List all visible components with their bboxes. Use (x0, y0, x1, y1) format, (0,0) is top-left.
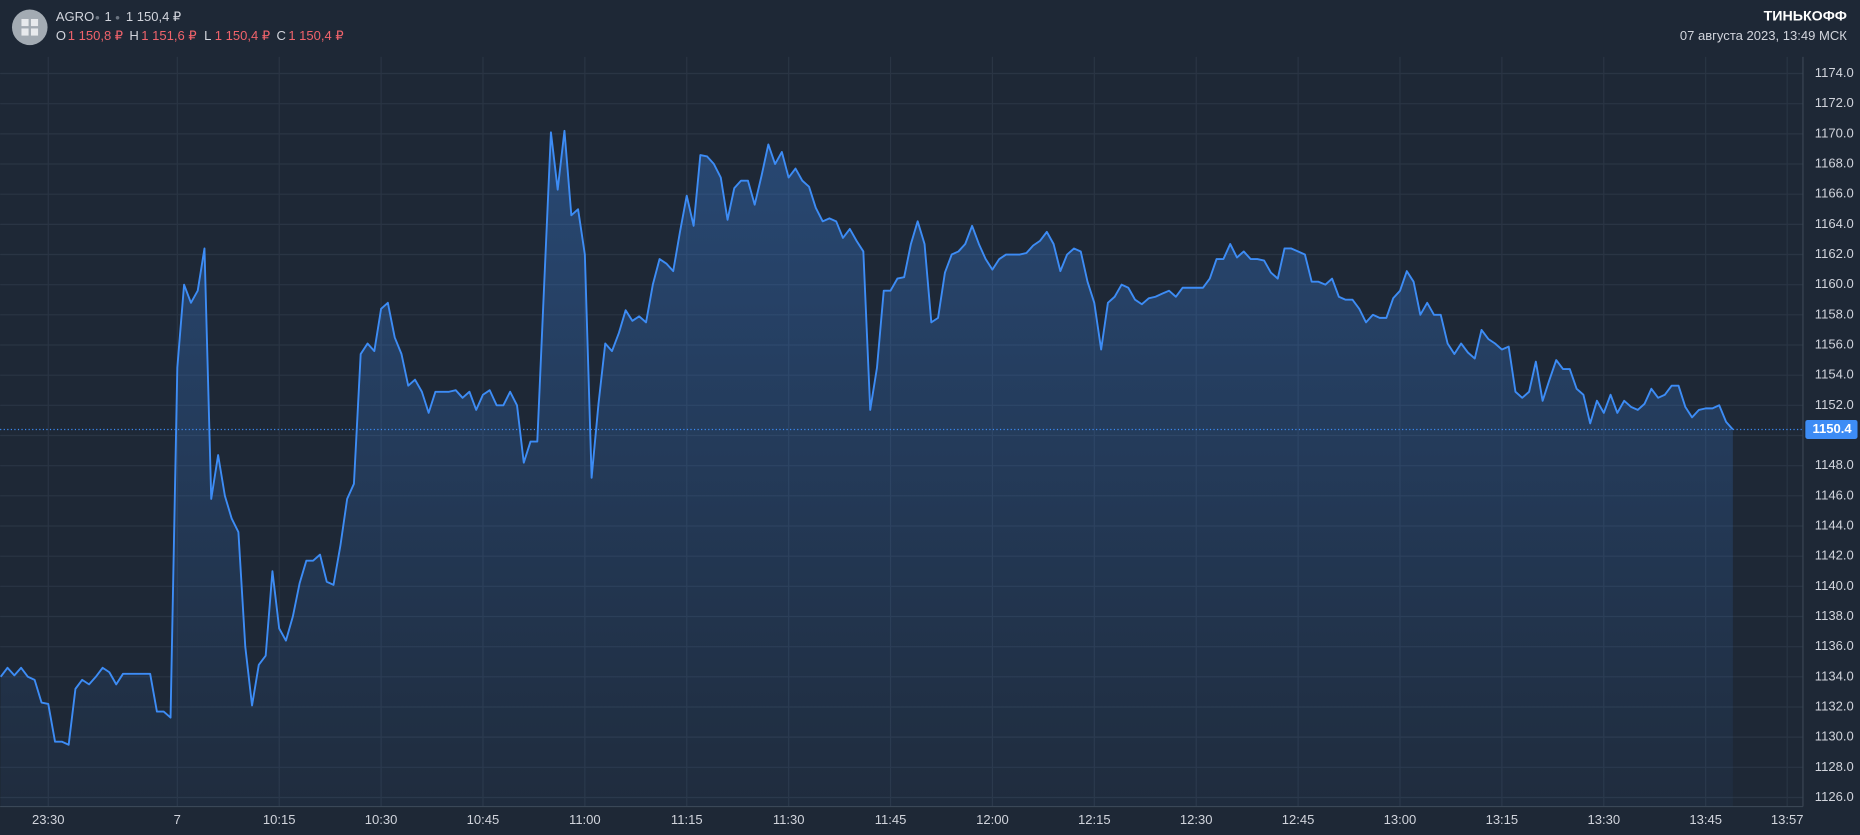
header: AGRO 1 1 150,4 ₽ O 1 150,8 ₽ H 1 151,6 ₽… (11, 8, 1847, 46)
y-tick-label: 1130.0 (1815, 729, 1854, 744)
ohlc-label: L (204, 28, 211, 43)
y-tick-label: 1138.0 (1815, 608, 1854, 623)
y-tick-label: 1164.0 (1815, 216, 1854, 231)
x-tick-label: 10:30 (365, 812, 398, 827)
x-tick-label: 12:45 (1282, 812, 1315, 827)
logo-mark (30, 18, 39, 27)
separator (95, 16, 100, 20)
ohlc-value: 1 150,4 ₽ (288, 28, 343, 43)
y-tick-label: 1146.0 (1815, 487, 1854, 502)
y-tick-label: 1160.0 (1815, 276, 1854, 291)
y-tick-label: 1128.0 (1815, 759, 1854, 774)
price-line (0, 129, 1734, 746)
y-tick-label: 1170.0 (1815, 125, 1854, 140)
y-tick-label: 1166.0 (1815, 186, 1854, 201)
x-tick-label: 23:30 (32, 812, 65, 827)
y-tick-label: 1154.0 (1815, 367, 1854, 382)
logo-mark (30, 28, 39, 36)
ohlc-value: 1 150,4 ₽ (215, 28, 270, 43)
y-tick-label: 1134.0 (1815, 668, 1854, 683)
area-fill (0, 130, 1733, 807)
y-tick-label: 1158.0 (1815, 306, 1854, 321)
x-tick-label: 13:15 (1486, 812, 1519, 827)
x-tick-label: 7 (174, 812, 181, 827)
y-tick-label: 1152.0 (1815, 397, 1854, 412)
x-tick-label: 13:00 (1384, 812, 1417, 827)
y-tick-label: 1174.0 (1815, 65, 1854, 80)
datetime: 07 августа 2023, 13:49 МСК (1680, 28, 1847, 43)
price: 1 150,4 ₽ (126, 9, 181, 24)
plot-area: 1126.0 1128.0 1130.0 1132.0 1134.0 1136.0 1138… (0, 56, 1858, 827)
y-tick-label: 1126.0 (1815, 789, 1854, 804)
ohlc-value: 1 150,8 ₽ (68, 28, 123, 43)
x-tick-label: 12:30 (1180, 812, 1213, 827)
x-tick-label: 11:15 (671, 812, 703, 827)
brand: ТИНЬКОФФ (1764, 8, 1847, 24)
logo-mark (21, 28, 29, 36)
x-tick-label: 10:15 (263, 812, 296, 827)
x-tick-label: 11:00 (569, 812, 601, 827)
ohlc-label: C (276, 28, 285, 43)
last-price-label: 1150.4 (1812, 421, 1852, 436)
x-tick-label: 13:30 (1587, 812, 1620, 827)
x-tick-label: 10:45 (467, 812, 500, 827)
y-tick-label: 1148.0 (1815, 457, 1854, 472)
y-tick-label: 1144.0 (1815, 517, 1854, 532)
y-tick-label: 1132.0 (1815, 698, 1854, 713)
ohlc-value: 1 151,6 ₽ (141, 28, 196, 43)
ohlc-label: H (129, 28, 138, 43)
x-tick-label: 13:45 (1689, 812, 1722, 827)
last-price-tag (1805, 419, 1858, 439)
logo (11, 9, 48, 46)
y-tick-label: 1162.0 (1815, 246, 1854, 261)
logo-mark (21, 18, 29, 27)
separator (115, 16, 120, 20)
interval: 1 (104, 9, 111, 24)
y-tick-label: 1156.0 (1815, 336, 1854, 351)
ohlc-label: O (56, 28, 66, 43)
x-tick-label: 13:57 (1771, 812, 1804, 827)
x-tick-label: 11:30 (773, 812, 805, 827)
x-tick-label: 11:45 (875, 812, 907, 827)
x-tick-label: 12:15 (1078, 812, 1111, 827)
y-tick-label: 1136.0 (1815, 638, 1854, 653)
x-tick-label: 12:00 (976, 812, 1009, 827)
y-tick-label: 1140.0 (1815, 578, 1854, 593)
y-tick-label: 1168.0 (1815, 155, 1854, 170)
ticker: AGRO (56, 9, 94, 24)
y-tick-label: 1172.0 (1815, 95, 1854, 110)
y-tick-label: 1142.0 (1815, 548, 1854, 563)
